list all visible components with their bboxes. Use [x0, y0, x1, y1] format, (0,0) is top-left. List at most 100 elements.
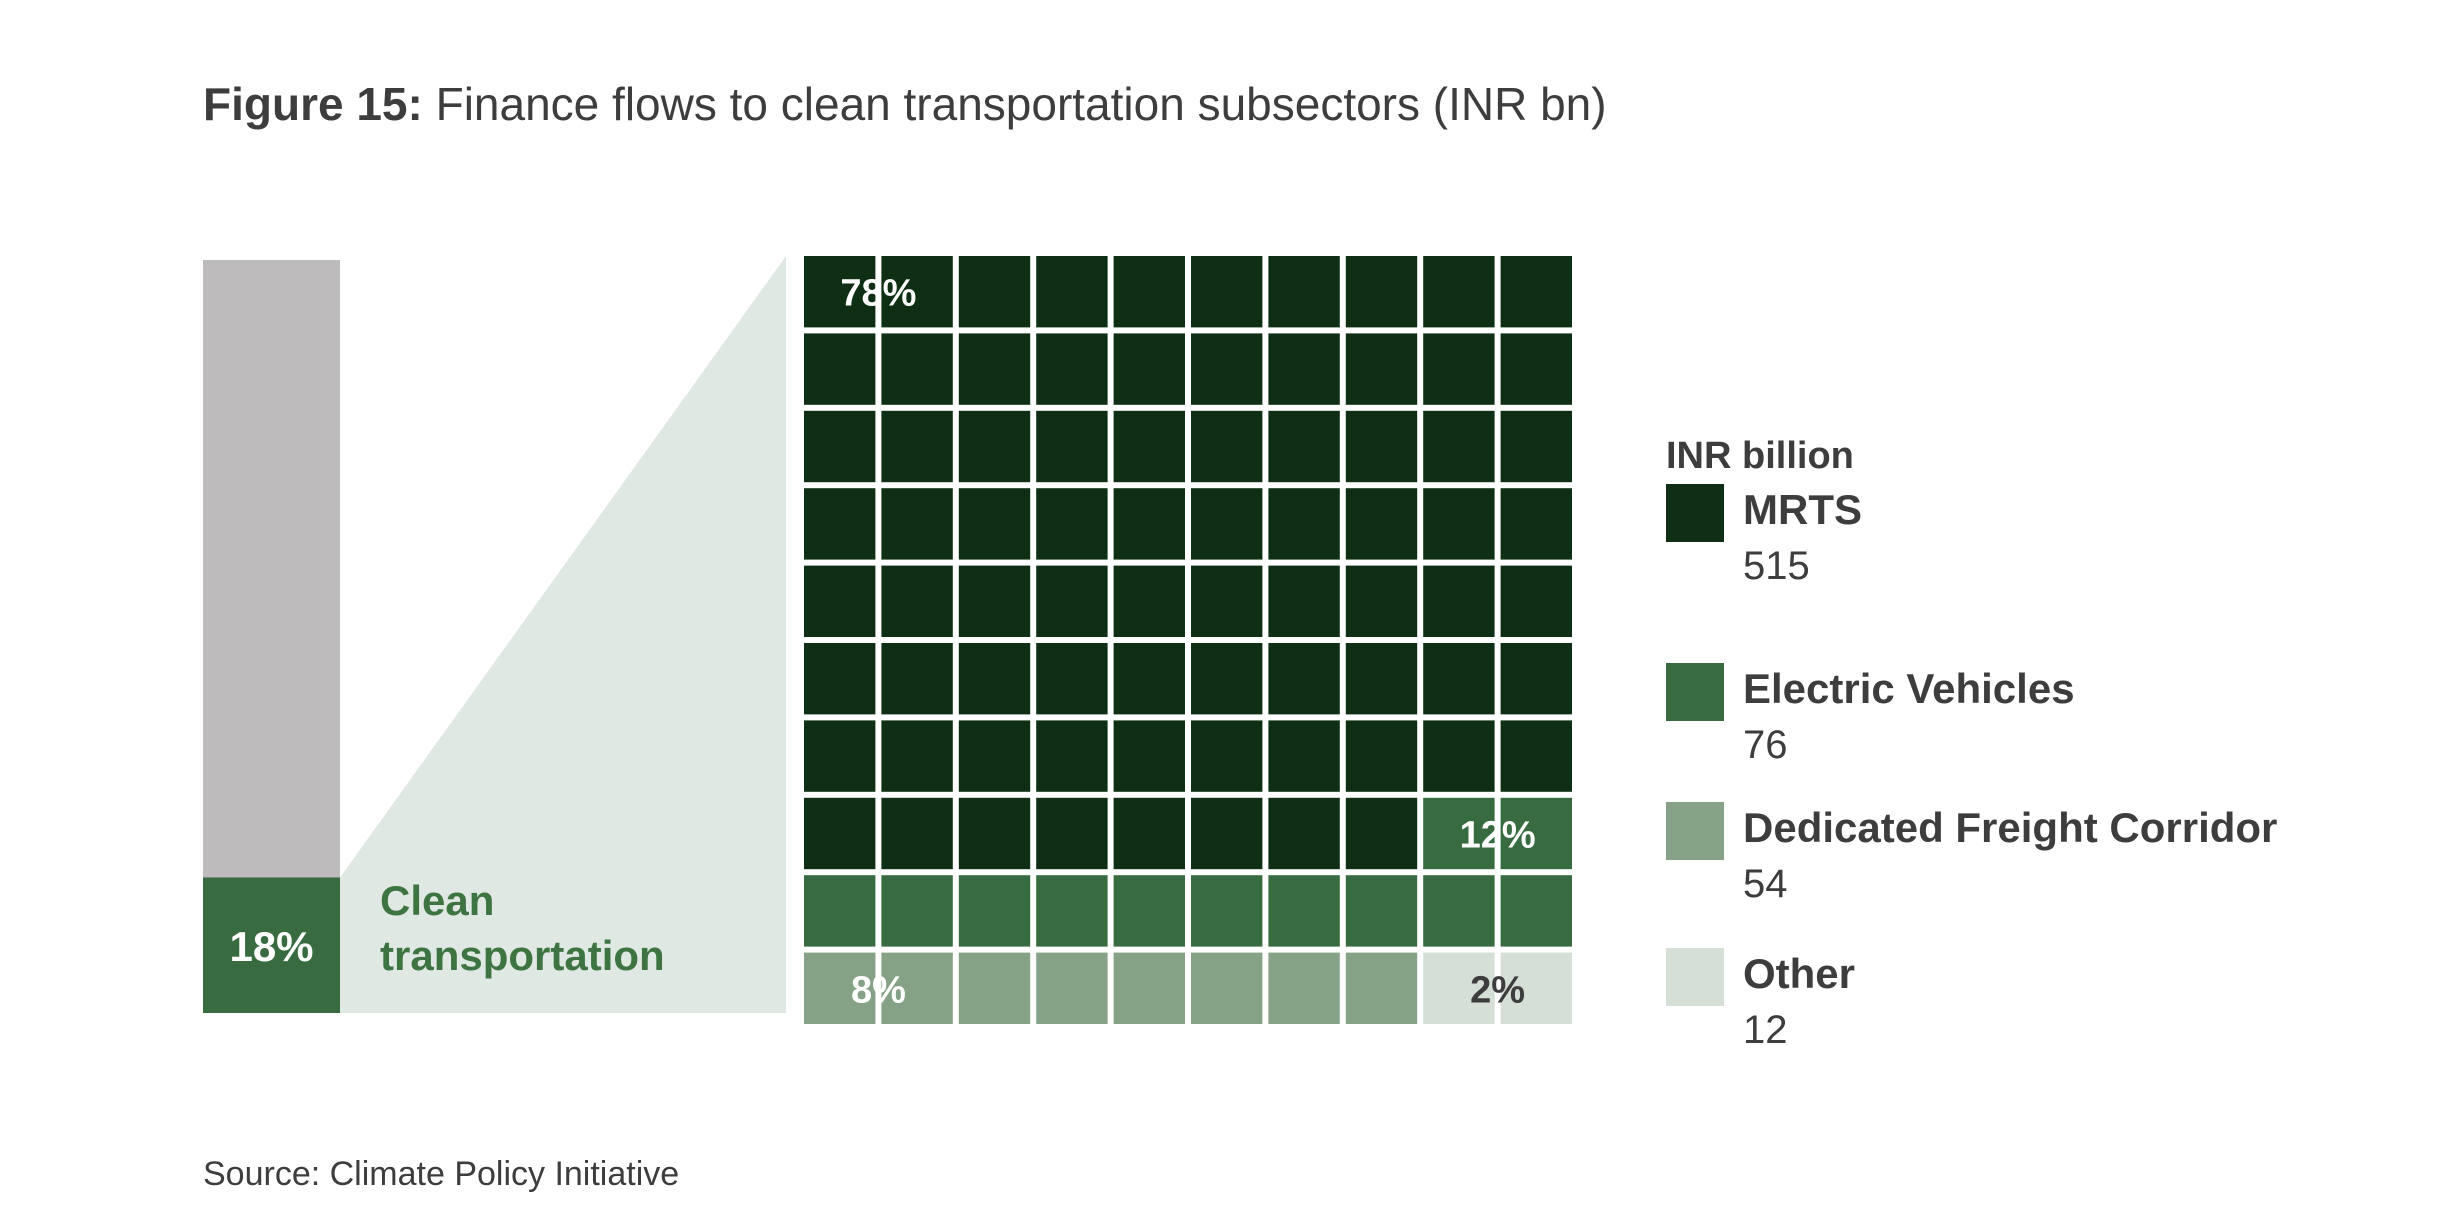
waffle-cell-mrts — [1191, 256, 1263, 328]
waffle-cell-other — [1423, 952, 1495, 1024]
waffle-cell-mrts — [1345, 410, 1418, 483]
waffle-cell-mrts — [1345, 565, 1418, 637]
figure-title: Figure 15: Finance flows to clean transp… — [203, 78, 1607, 130]
clean-transport-label-line1: Clean — [380, 877, 494, 924]
waffle-cell-mrts — [1268, 643, 1340, 715]
waffle-cell-mrts — [958, 565, 1031, 637]
legend-swatch-other — [1666, 948, 1724, 1006]
waffle-cell-mrts — [804, 720, 876, 792]
waffle-cell-dedicated-freight-corridor — [881, 952, 953, 1024]
waffle-cell-electric-vehicles — [1036, 875, 1108, 947]
waffle-cell-mrts — [1268, 488, 1340, 560]
waffle-cell-electric-vehicles — [1191, 875, 1263, 947]
legend-swatch-dedicated-freight-corridor — [1666, 802, 1724, 860]
waffle-cell-electric-vehicles — [1345, 875, 1418, 947]
source-note: Source: Climate Policy Initiative — [203, 1155, 679, 1193]
total-finance-bar: 18% — [203, 260, 340, 1013]
waffle-cell-electric-vehicles — [881, 875, 953, 947]
waffle-cell-mrts — [1268, 256, 1340, 328]
waffle-cell-mrts — [1036, 488, 1108, 560]
waffle-cell-mrts — [1191, 720, 1263, 792]
figure-title-label: Figure 15: — [203, 78, 423, 130]
waffle-cell-mrts — [1345, 797, 1418, 870]
waffle-cell-mrts — [1036, 720, 1108, 792]
waffle-cell-mrts — [1423, 488, 1495, 560]
waffle-cell-dedicated-freight-corridor — [804, 952, 876, 1024]
bar-segment-other-finance — [203, 260, 340, 878]
waffle-cell-other — [1500, 952, 1572, 1024]
waffle-cell-mrts — [1268, 720, 1340, 792]
waffle-cell-mrts — [1191, 797, 1263, 870]
waffle-cell-mrts — [1191, 643, 1263, 715]
waffle-cell-mrts — [881, 488, 953, 560]
waffle-cell-mrts — [804, 333, 876, 405]
legend-value-other: 12 — [1743, 1008, 1788, 1052]
waffle-cell-dedicated-freight-corridor — [1345, 952, 1418, 1024]
waffle-cell-electric-vehicles — [1268, 875, 1340, 947]
waffle-cell-electric-vehicles — [1500, 797, 1572, 870]
waffle-cell-mrts — [1500, 720, 1572, 792]
waffle-cell-mrts — [881, 256, 953, 328]
waffle-cell-mrts — [1423, 643, 1495, 715]
waffle-cell-mrts — [804, 643, 876, 715]
waffle-cell-mrts — [1345, 333, 1418, 405]
waffle-cell-dedicated-freight-corridor — [1036, 952, 1108, 1024]
legend-label-other: Other — [1743, 950, 1855, 997]
waffle-cell-mrts — [804, 256, 876, 328]
waffle-cell-mrts — [1268, 333, 1340, 405]
waffle-cell-mrts — [1191, 488, 1263, 560]
waffle-cell-electric-vehicles — [1500, 875, 1572, 947]
waffle-cell-mrts — [1268, 565, 1340, 637]
bar-value-label: 18% — [229, 923, 313, 970]
legend: MRTS 515 Electric Vehicles 76 Dedicated Frei… — [1666, 484, 2277, 1052]
legend-swatch-electric-vehicles — [1666, 663, 1724, 721]
waffle-cell-mrts — [881, 410, 953, 483]
waffle-cell-mrts — [1113, 797, 1185, 870]
legend-swatch-mrts — [1666, 484, 1724, 542]
waffle-cell-mrts — [958, 333, 1031, 405]
waffle-cell-mrts — [958, 720, 1031, 792]
waffle-cell-mrts — [1113, 256, 1185, 328]
clean-transport-label-line2: transportation — [380, 932, 665, 979]
waffle-cell-dedicated-freight-corridor — [1268, 952, 1340, 1024]
waffle-cell-mrts — [881, 333, 953, 405]
legend-title: INR billion — [1666, 435, 1854, 477]
waffle-cell-mrts — [1500, 565, 1572, 637]
waffle-cell-mrts — [1500, 488, 1572, 560]
waffle-cell-mrts — [1500, 643, 1572, 715]
waffle-cell-mrts — [1423, 720, 1495, 792]
waffle-percent-label: 12% — [1460, 815, 1536, 857]
waffle-percent-label: 2% — [1470, 969, 1525, 1011]
waffle-cell-mrts — [881, 797, 953, 870]
waffle-cell-electric-vehicles — [958, 875, 1031, 947]
waffle-cell-mrts — [1423, 565, 1495, 637]
waffle-cell-mrts — [804, 488, 876, 560]
waffle-cell-electric-vehicles — [1113, 875, 1185, 947]
legend-value-electric-vehicles: 76 — [1743, 723, 1788, 767]
waffle-percent-labels: 78% 12% 8% 2% — [840, 273, 1535, 1012]
waffle-cell-mrts — [1036, 797, 1108, 870]
waffle-cell-mrts — [804, 410, 876, 483]
waffle-cell-mrts — [1036, 410, 1108, 483]
figure-title-text: Finance flows to clean transportation su… — [423, 78, 1607, 130]
waffle-cell-mrts — [1268, 797, 1340, 870]
waffle-cell-mrts — [958, 410, 1031, 483]
waffle-grid — [804, 256, 1572, 1024]
waffle-cell-mrts — [1113, 410, 1185, 483]
waffle-cell-electric-vehicles — [804, 875, 876, 947]
waffle-cell-dedicated-freight-corridor — [1113, 952, 1185, 1024]
legend-value-mrts: 515 — [1743, 544, 1810, 588]
waffle-cell-mrts — [804, 565, 876, 637]
waffle-cell-mrts — [1423, 410, 1495, 483]
waffle-percent-label: 78% — [840, 273, 916, 315]
waffle-cell-mrts — [1191, 565, 1263, 637]
clean-transport-label: Clean transportation — [380, 877, 665, 979]
waffle-cell-electric-vehicles — [1423, 875, 1495, 947]
waffle-cell-mrts — [1113, 643, 1185, 715]
waffle-cell-mrts — [1036, 565, 1108, 637]
waffle-cell-mrts — [958, 797, 1031, 870]
waffle-cell-electric-vehicles — [1423, 797, 1495, 870]
waffle-cell-mrts — [1345, 256, 1418, 328]
waffle-cell-mrts — [1345, 488, 1418, 560]
